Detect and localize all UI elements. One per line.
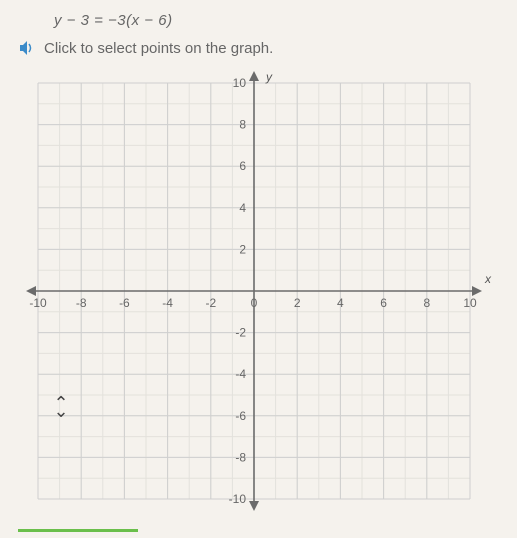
svg-text:2: 2 bbox=[239, 242, 246, 256]
svg-text:-10: -10 bbox=[29, 296, 47, 310]
svg-text:4: 4 bbox=[337, 296, 344, 310]
svg-text:-4: -4 bbox=[235, 367, 246, 381]
coordinate-graph[interactable]: -10 -8 -6 -4 -2 0 2 4 6 8 10 10 8 6 4 2 -2 -4 -6 -8 -10 x y ⌃ … bbox=[24, 69, 494, 513]
svg-text:-2: -2 bbox=[205, 296, 216, 310]
svg-text:-2: -2 bbox=[235, 326, 246, 340]
svg-text:6: 6 bbox=[380, 296, 387, 310]
svg-text:2: 2 bbox=[293, 296, 300, 310]
svg-text:6: 6 bbox=[239, 159, 246, 173]
speaker-icon[interactable] bbox=[18, 39, 36, 57]
svg-text:-10: -10 bbox=[228, 492, 246, 506]
svg-text:0: 0 bbox=[250, 296, 257, 310]
svg-text:x: x bbox=[484, 272, 492, 286]
svg-text:10: 10 bbox=[463, 296, 477, 310]
equation-text: y − 3 = −3(x − 6) bbox=[54, 12, 499, 29]
svg-text:-8: -8 bbox=[75, 296, 86, 310]
svg-text:y: y bbox=[265, 70, 273, 84]
instruction-row: Click to select points on the graph. bbox=[18, 39, 499, 57]
svg-text:-4: -4 bbox=[162, 296, 173, 310]
svg-text:-8: -8 bbox=[235, 450, 246, 464]
svg-text:-6: -6 bbox=[235, 409, 246, 423]
progress-bar bbox=[18, 529, 138, 532]
svg-text:8: 8 bbox=[423, 296, 430, 310]
svg-text:4: 4 bbox=[239, 201, 246, 215]
svg-text:8: 8 bbox=[239, 118, 246, 132]
svg-text:-6: -6 bbox=[119, 296, 130, 310]
instruction-text: Click to select points on the graph. bbox=[44, 40, 273, 57]
svg-text:10: 10 bbox=[232, 76, 246, 90]
crosshair-cursor-icon: ⌃ ⌄ bbox=[54, 399, 69, 415]
